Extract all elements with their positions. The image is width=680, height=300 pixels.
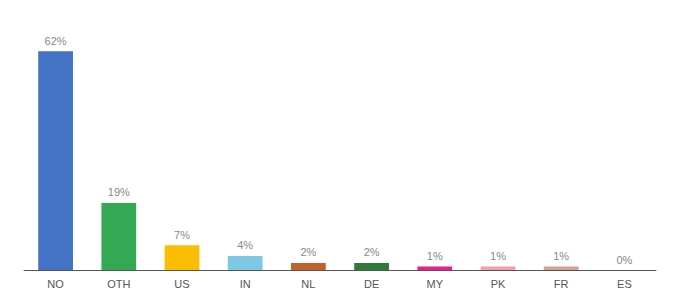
svg-text:0%: 0% xyxy=(616,254,632,266)
svg-text:MY: MY xyxy=(427,278,444,290)
svg-text:2%: 2% xyxy=(364,246,380,258)
svg-text:1%: 1% xyxy=(490,250,506,262)
svg-text:7%: 7% xyxy=(174,229,190,241)
svg-text:ES: ES xyxy=(617,278,632,290)
svg-text:2%: 2% xyxy=(300,246,316,258)
svg-text:FR: FR xyxy=(554,278,569,290)
svg-text:4%: 4% xyxy=(237,239,253,251)
svg-text:IN: IN xyxy=(240,278,251,290)
svg-text:US: US xyxy=(174,278,189,290)
svg-text:1%: 1% xyxy=(427,250,443,262)
svg-text:19%: 19% xyxy=(108,186,130,198)
svg-text:62%: 62% xyxy=(45,35,67,47)
svg-text:NL: NL xyxy=(301,278,315,290)
svg-text:PK: PK xyxy=(491,278,506,290)
svg-text:1%: 1% xyxy=(553,250,569,262)
svg-text:NO: NO xyxy=(47,278,64,290)
svg-text:DE: DE xyxy=(364,278,379,290)
svg-text:OTH: OTH xyxy=(107,278,130,290)
